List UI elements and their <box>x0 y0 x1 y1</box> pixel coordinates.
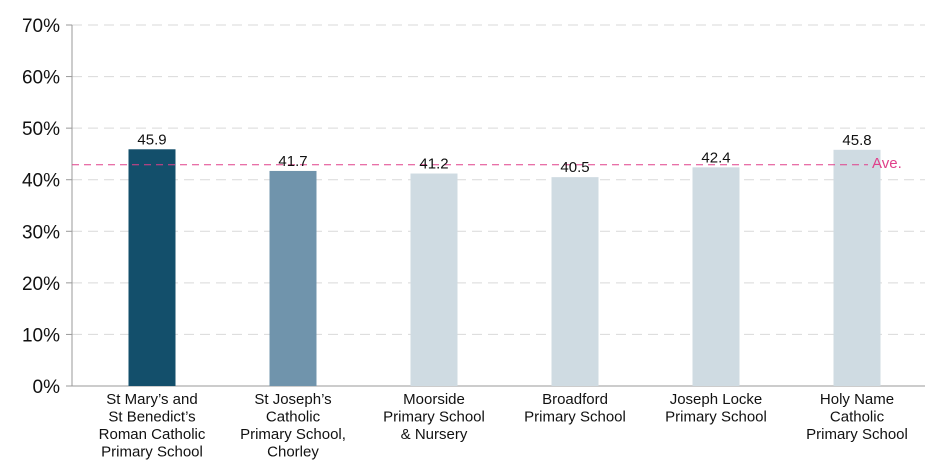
bar <box>410 173 458 386</box>
category-label: St Mary’s and St Benedict’s Roman Catholic… <box>99 391 206 461</box>
y-tick-label: 50% <box>22 119 60 140</box>
data-label: 45.9 <box>137 131 166 148</box>
y-axis: 0% 10% 20% 30% 40% 50% 60% 70% <box>22 16 925 398</box>
y-tick-label: 20% <box>22 274 60 295</box>
bar <box>833 149 881 386</box>
bar <box>128 149 176 386</box>
y-tick-label: 0% <box>33 377 61 398</box>
grid-lines <box>72 24 925 335</box>
y-tick-label: 70% <box>22 16 60 37</box>
x-axis-categories: St Mary’s and St Benedict’s Roman Catholic… <box>99 391 908 461</box>
data-label: 41.2 <box>419 156 448 173</box>
bar <box>551 177 599 386</box>
category-label: Broadford Primary School <box>524 391 626 426</box>
data-labels: 45.9 41.7 41.2 40.5 42.4 45.8 <box>137 131 871 176</box>
y-tick-label: 30% <box>22 222 60 243</box>
category-label: Moorside Primary School & Nursery <box>383 391 485 443</box>
y-tick-label: 10% <box>22 325 60 346</box>
bar <box>692 167 740 386</box>
category-label: Holy Name Catholic Primary School <box>806 391 908 443</box>
y-tick-label: 40% <box>22 171 60 192</box>
data-label: 41.7 <box>278 153 307 170</box>
category-label: Joseph Locke Primary School <box>665 391 767 426</box>
data-label: 40.5 <box>560 159 589 176</box>
data-label: 42.4 <box>701 149 730 166</box>
bar <box>269 170 317 386</box>
average-label: Ave. <box>872 155 902 172</box>
bars <box>128 149 881 386</box>
y-tick-label: 60% <box>22 68 60 89</box>
category-label: St Joseph’s Catholic Primary School, Chorle… <box>240 391 346 461</box>
average-line: Ave. <box>72 155 902 172</box>
data-label: 45.8 <box>842 132 871 149</box>
